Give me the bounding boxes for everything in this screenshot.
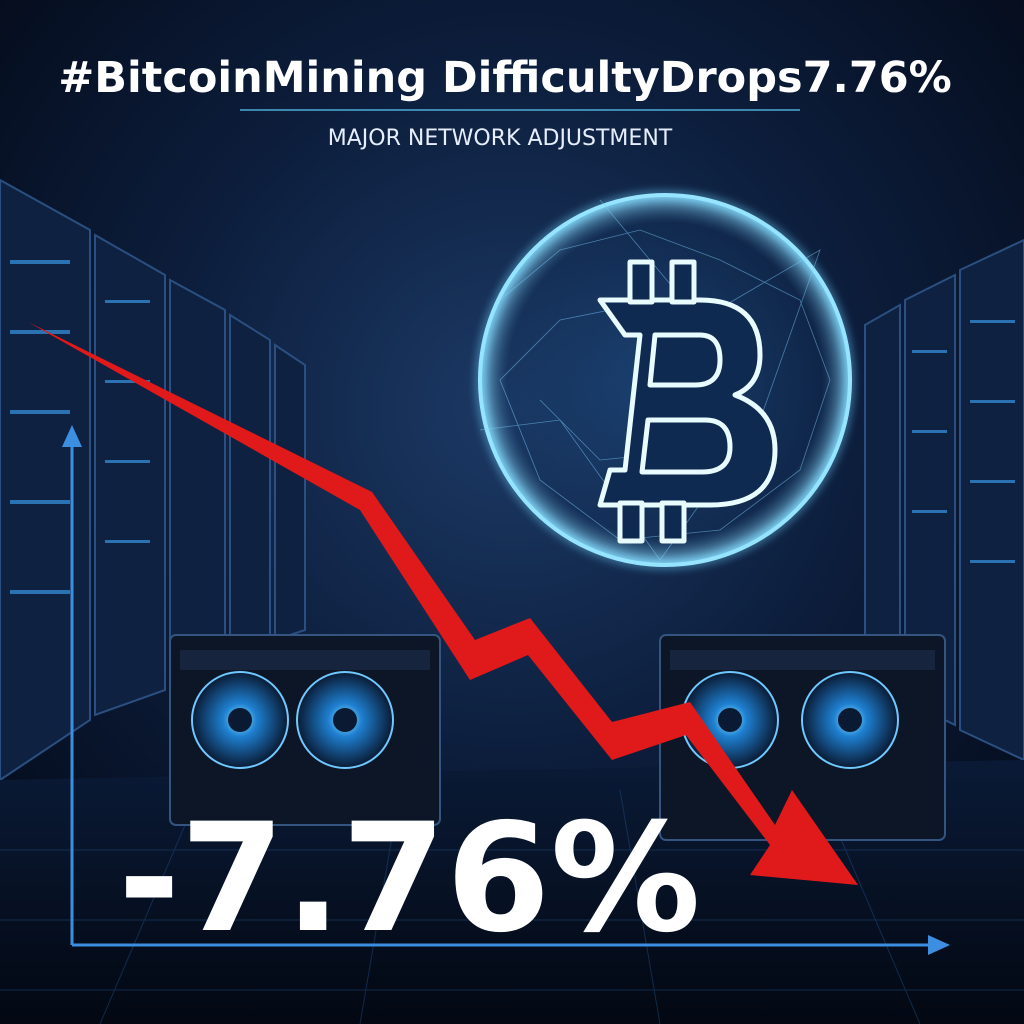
- trend-arrow: [28, 322, 858, 885]
- axes: [62, 425, 950, 955]
- miner-left: [169, 634, 441, 826]
- server-racks-left: [0, 178, 306, 782]
- bitcoin-globe: [475, 190, 855, 570]
- floor-grid: [0, 789, 1024, 1024]
- headline-figure: -7.76%: [118, 792, 701, 966]
- subtitle: MAJOR NETWORK ADJUSTMENT: [328, 126, 673, 151]
- title: #BitcoinMining DifficultyDrops7.76%: [58, 53, 952, 103]
- rack-lights-left: [10, 260, 150, 594]
- rack-lights-right: [912, 320, 1015, 563]
- server-racks-right: [864, 238, 1024, 762]
- bitcoin-symbol: [597, 259, 778, 544]
